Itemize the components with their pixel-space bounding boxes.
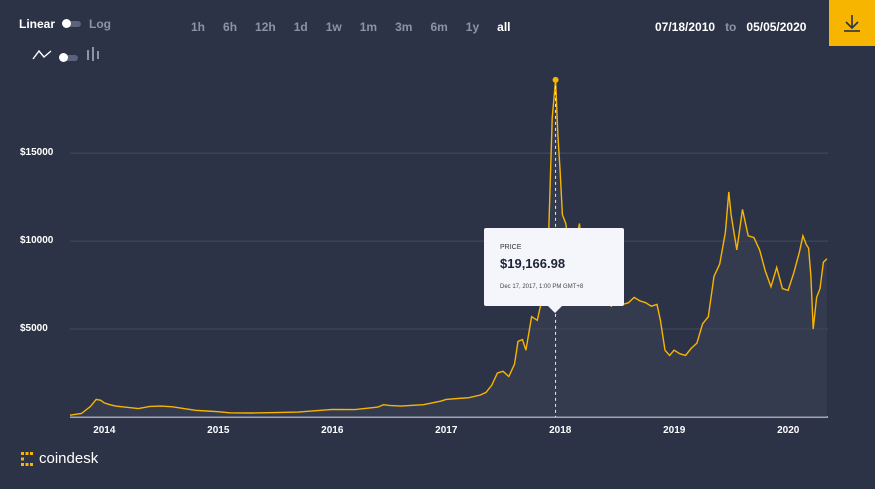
- y-tick-label: $5000: [20, 323, 48, 335]
- scale-linear-label[interactable]: Linear: [19, 17, 56, 31]
- range-6h[interactable]: 6h: [223, 20, 238, 34]
- range-12h[interactable]: 12h: [255, 20, 276, 34]
- y-tick-label: $10000: [20, 235, 54, 247]
- line-chart-icon[interactable]: [32, 48, 52, 67]
- scale-toggle[interactable]: Linear Log: [19, 17, 111, 31]
- coindesk-logo: coindesk: [19, 450, 98, 467]
- range-1w[interactable]: 1w: [325, 20, 342, 34]
- date-range[interactable]: 07/18/2010 to 05/05/2020: [655, 20, 806, 34]
- scale-log-label[interactable]: Log: [89, 17, 112, 31]
- coindesk-logo-icon: [21, 451, 33, 466]
- x-tick-label: 2017: [435, 425, 458, 436]
- hover-point: [552, 76, 559, 83]
- x-tick-label: 2016: [321, 425, 344, 436]
- brand-name: coindesk: [39, 450, 99, 467]
- chart-toolbar: Linear Log 1h 6h 12h 1d 1w 1m 3m 6m 1y all 07/18/…: [0, 0, 875, 74]
- tooltip-label: PRICE: [500, 244, 522, 251]
- time-range-selector: 1h 6h 12h 1d 1w 1m 3m 6m 1y all: [182, 20, 519, 34]
- price-area: [70, 79, 827, 418]
- range-1m[interactable]: 1m: [359, 20, 378, 34]
- tooltip-date: Dec 17, 2017, 1:00 PM GMT+8: [500, 284, 584, 290]
- scale-switch[interactable]: [62, 19, 82, 28]
- range-3m[interactable]: 3m: [395, 20, 413, 34]
- y-tick-label: $15000: [20, 147, 54, 159]
- download-icon: [844, 15, 860, 32]
- range-1h[interactable]: 1h: [191, 20, 206, 34]
- download-button[interactable]: [829, 0, 875, 46]
- chart-type-toggle[interactable]: [32, 47, 100, 68]
- date-to-separator: to: [725, 20, 737, 34]
- candlestick-icon[interactable]: [86, 47, 100, 68]
- range-6m[interactable]: 6m: [430, 20, 448, 34]
- x-tick-label: 2014: [93, 425, 116, 436]
- x-tick-label: 2019: [663, 425, 686, 436]
- range-all[interactable]: all: [497, 20, 511, 34]
- chart-type-switch[interactable]: [59, 52, 78, 62]
- x-tick-label: 2020: [777, 425, 800, 436]
- range-1y[interactable]: 1y: [465, 20, 480, 34]
- x-tick-label: 2018: [549, 425, 572, 436]
- x-tick-label: 2015: [207, 425, 230, 436]
- date-to[interactable]: 05/05/2020: [746, 20, 807, 34]
- price-tooltip: PRICE $19,166.98 Dec 17, 2017, 1:00 PM G…: [484, 228, 624, 313]
- tooltip-price: $19,166.98: [500, 256, 566, 271]
- date-from[interactable]: 07/18/2010: [655, 20, 716, 34]
- range-1d[interactable]: 1d: [293, 20, 308, 34]
